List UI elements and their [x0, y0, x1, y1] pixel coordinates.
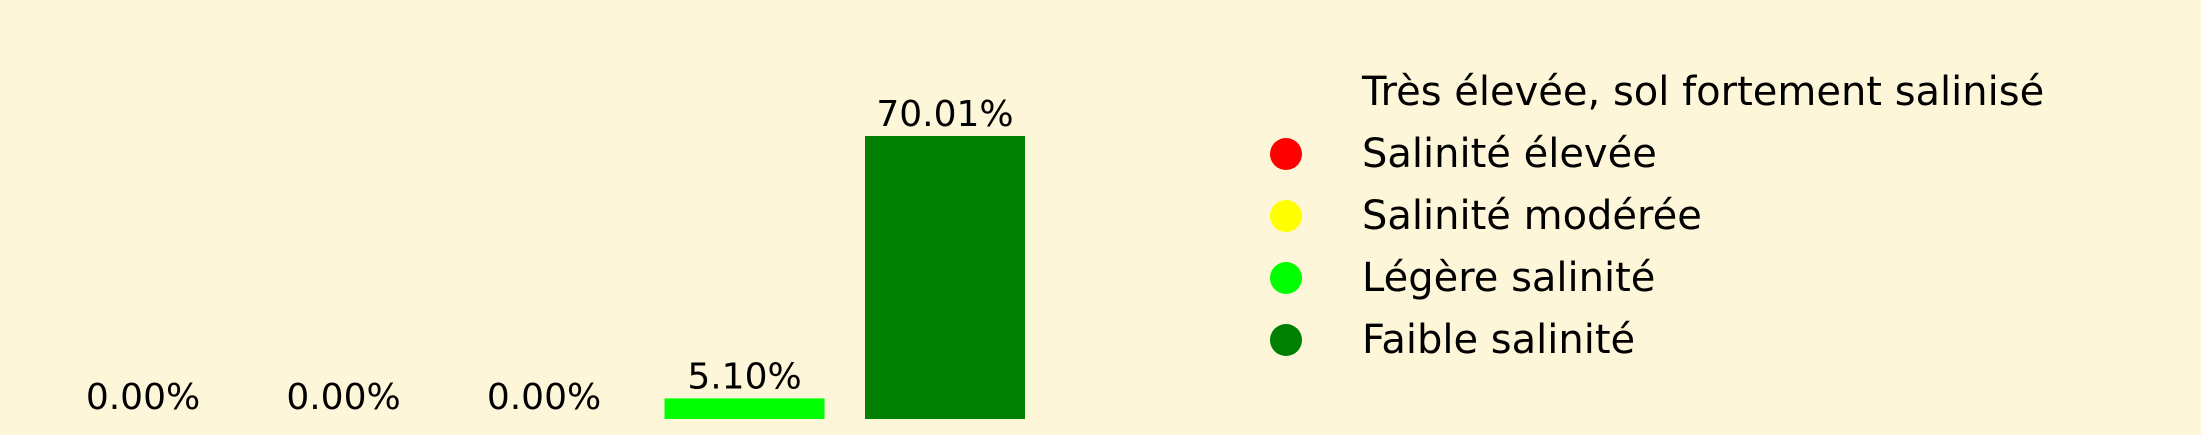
legend-marker-5: [1270, 324, 1302, 356]
legend-marker-3: [1270, 200, 1302, 232]
legend-marker-1: [1270, 76, 1302, 108]
bar-value-label-3: 0.00%: [487, 377, 601, 418]
legend: Très élevée, sol fortement salinisé Salin…: [1270, 69, 2044, 363]
legend-label-5: Faible salinité: [1362, 317, 1635, 363]
bar-value-labels: 0.00% 0.00% 0.00% 5.10% 70.01%: [86, 94, 1014, 418]
bar-5: [865, 136, 1025, 419]
bar-value-label-2: 0.00%: [286, 377, 400, 418]
legend-label-3: Salinité modérée: [1362, 193, 1702, 239]
legend-label-4: Légère salinité: [1362, 255, 1655, 301]
bar-4: [664, 398, 825, 419]
bars-layer: [664, 136, 1025, 419]
legend-marker-4: [1270, 262, 1302, 294]
bar-value-label-5: 70.01%: [876, 94, 1013, 135]
legend-marker-2: [1270, 138, 1302, 170]
bar-value-label-1: 0.00%: [86, 377, 200, 418]
legend-label-2: Salinité élevée: [1362, 131, 1657, 177]
legend-label-1: Très élevée, sol fortement salinisé: [1361, 69, 2044, 115]
bar-value-label-4: 5.10%: [687, 356, 801, 397]
